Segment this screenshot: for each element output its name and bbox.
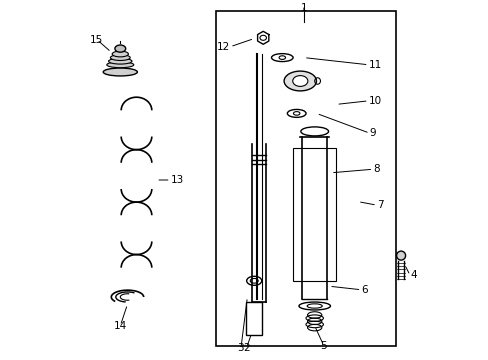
- Text: 1: 1: [300, 3, 306, 13]
- Text: 4: 4: [409, 270, 416, 280]
- Text: 11: 11: [368, 60, 381, 70]
- Ellipse shape: [292, 76, 307, 86]
- Text: 5: 5: [320, 341, 326, 351]
- Ellipse shape: [112, 51, 128, 57]
- Text: 13: 13: [170, 175, 183, 185]
- Ellipse shape: [284, 71, 316, 91]
- Text: 10: 10: [368, 96, 381, 106]
- Text: 15: 15: [90, 35, 103, 45]
- Text: 8: 8: [373, 164, 379, 174]
- Ellipse shape: [396, 251, 405, 260]
- Text: 14: 14: [113, 321, 127, 331]
- Text: 12: 12: [216, 42, 230, 52]
- Bar: [215, 11, 395, 346]
- Bar: [246, 302, 262, 335]
- Text: 2: 2: [243, 343, 249, 354]
- Text: 6: 6: [361, 285, 367, 295]
- Text: 9: 9: [369, 128, 376, 138]
- Ellipse shape: [108, 58, 132, 64]
- Ellipse shape: [115, 45, 125, 52]
- Ellipse shape: [103, 68, 137, 76]
- Text: 3: 3: [237, 343, 244, 354]
- Text: 7: 7: [376, 200, 383, 210]
- Ellipse shape: [106, 62, 134, 68]
- Ellipse shape: [110, 55, 130, 60]
- Bar: [292, 148, 336, 281]
